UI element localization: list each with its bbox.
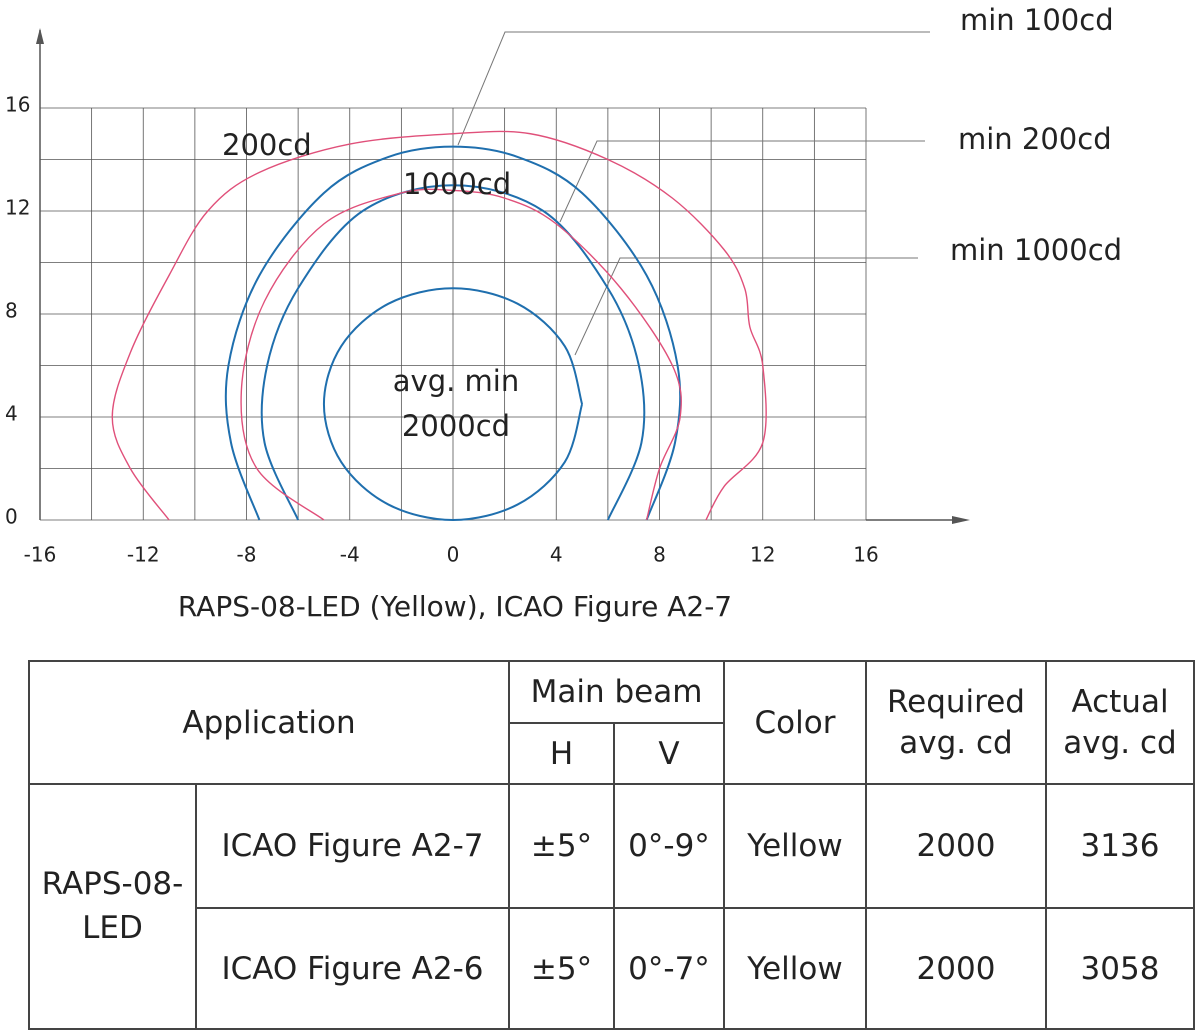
cell: ±5° — [508, 907, 615, 1030]
contour-line — [240, 188, 682, 521]
x-tick-label: -4 — [340, 543, 360, 567]
cell: ±5° — [508, 783, 615, 909]
cell: RAPS-08-LED — [28, 783, 197, 1030]
x-tick-label: 12 — [750, 543, 775, 567]
header-cell: Application — [28, 660, 510, 785]
leader-line — [574, 257, 918, 356]
x-axis-title: RAPS-08-LED (Yellow), ICAO Figure A2-7 — [178, 590, 732, 623]
cell: Yellow — [723, 783, 867, 909]
cell: 3058 — [1045, 907, 1195, 1030]
annotation: min 200cd — [958, 122, 1112, 156]
y-tick-label: 16 — [5, 93, 30, 117]
cell: 2000 — [865, 907, 1047, 1030]
cell: 0°-9° — [613, 783, 725, 909]
y-tick-label: 0 — [5, 505, 18, 529]
cell: Yellow — [723, 907, 867, 1030]
contour-line — [260, 184, 646, 521]
isocandela-chart: RAPS-08-LED (Yellow), ICAO Figure A2-7 -… — [5, 3, 1122, 623]
y-tick-label: 4 — [5, 402, 18, 426]
contour-line — [224, 145, 682, 521]
cell: 2000 — [865, 783, 1047, 909]
x-arrow — [952, 516, 970, 524]
x-tick-label: 8 — [653, 543, 666, 567]
annotation: 2000cd — [402, 409, 510, 443]
header-cell: Actual avg. cd — [1045, 660, 1195, 785]
header-cell: Color — [723, 660, 867, 785]
x-tick-label: 16 — [853, 543, 878, 567]
y-tick-label: 12 — [5, 196, 30, 220]
header-cell: Main beam — [508, 660, 725, 724]
annotation: min 100cd — [960, 3, 1114, 37]
x-tick-label: 0 — [447, 543, 460, 567]
x-tick-label: -16 — [24, 543, 57, 567]
header-cell: V — [613, 722, 725, 785]
x-tick-label: -8 — [237, 543, 257, 567]
cell: 0°-7° — [613, 907, 725, 1030]
spec-table: Application Main beam Color Required avg… — [28, 660, 1195, 1030]
y-arrow — [36, 28, 44, 44]
leader-line — [457, 31, 930, 146]
annotation: min 1000cd — [950, 233, 1122, 267]
annotation: avg. min — [393, 364, 519, 398]
cell: ICAO Figure A2-6 — [195, 907, 510, 1030]
cell: ICAO Figure A2-7 — [195, 783, 510, 909]
header-cell: H — [508, 722, 615, 785]
header-cell: Required avg. cd — [865, 660, 1047, 785]
contour-line — [322, 287, 584, 522]
y-tick-label: 8 — [5, 299, 18, 323]
leader-line — [559, 140, 925, 223]
x-tick-label: 4 — [550, 543, 563, 567]
contour-line — [111, 130, 767, 521]
annotation: 1000cd — [403, 167, 511, 201]
annotation: 200cd — [222, 128, 312, 162]
cell: 3136 — [1045, 783, 1195, 909]
x-tick-label: -12 — [127, 543, 160, 567]
